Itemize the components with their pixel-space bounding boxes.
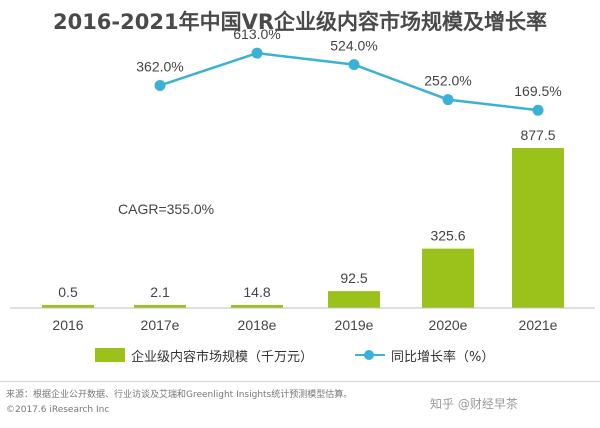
legend-item-line: 同比增长率（%）	[355, 344, 494, 366]
growth-value-labels: 362.0% 613.0% 524.0% 252.0% 169.5%	[136, 26, 561, 99]
chart-title: 2016-2021年中国VR企业级内容市场规模及增长率	[52, 10, 548, 34]
growth-label-2019e: 524.0%	[330, 38, 377, 54]
watermark: 知乎 @财经早茶	[430, 397, 518, 411]
x-tick-2019e: 2019e	[335, 317, 374, 333]
bar-value-label-2020e: 325.6	[430, 228, 465, 244]
bar-legend-swatch	[95, 348, 125, 362]
bar-2020e	[422, 248, 474, 308]
growth-label-2018e: 613.0%	[233, 26, 280, 42]
x-tick-2018e: 2018e	[238, 317, 277, 333]
growth-label-2017e: 362.0%	[136, 58, 183, 74]
bar-2016	[42, 305, 94, 308]
x-tick-2021e: 2021e	[519, 317, 558, 333]
bar-series	[42, 148, 564, 308]
bar-legend-label: 企业级内容市场规模（千万元）	[131, 349, 314, 365]
growth-point-2021e	[532, 104, 544, 116]
cagr-annotation: CAGR=355.0%	[118, 201, 214, 217]
bar-value-label-2017e: 2.1	[150, 284, 170, 300]
growth-line	[159, 51, 539, 112]
growth-label-2021e: 169.5%	[514, 83, 561, 99]
bar-2018e	[231, 305, 283, 308]
x-tick-2017e: 2017e	[141, 317, 180, 333]
bar-2021e	[512, 148, 564, 308]
line-legend-swatch	[355, 348, 385, 362]
growth-label-2020e: 252.0%	[424, 73, 471, 89]
x-tick-2016: 2016	[52, 317, 83, 333]
source-note: 来源：根据企业公开数据、行业访谈及艾瑞和Greenlight Insights统…	[6, 390, 353, 400]
bar-value-label-2018e: 14.8	[243, 284, 270, 300]
bar-2017e	[134, 305, 186, 308]
growth-point-2019e	[348, 59, 360, 71]
bar-value-label-2016: 0.5	[58, 284, 78, 300]
growth-point-2018e	[251, 47, 263, 59]
bar-value-label-2021e: 877.5	[520, 127, 555, 143]
growth-point-2020e	[442, 94, 454, 106]
bar-2019e	[328, 291, 380, 308]
growth-point-2017e	[154, 79, 166, 91]
legend-item-bar: 企业级内容市场规模（千万元）	[95, 344, 313, 366]
bar-value-label-2019e: 92.5	[340, 270, 367, 286]
x-tick-2020e: 2020e	[429, 317, 468, 333]
bar-value-labels: 0.5 2.1 14.8 92.5 325.6 877.5	[58, 127, 555, 300]
footer-divider	[0, 381, 600, 382]
x-tick-labels: 2016 2017e 2018e 2019e 2020e 2021e	[52, 317, 557, 333]
line-legend-label: 同比增长率（%）	[391, 349, 495, 365]
growth-line-series	[154, 47, 544, 116]
copyright-note: ©2017.6 iResearch Inc	[6, 405, 110, 415]
